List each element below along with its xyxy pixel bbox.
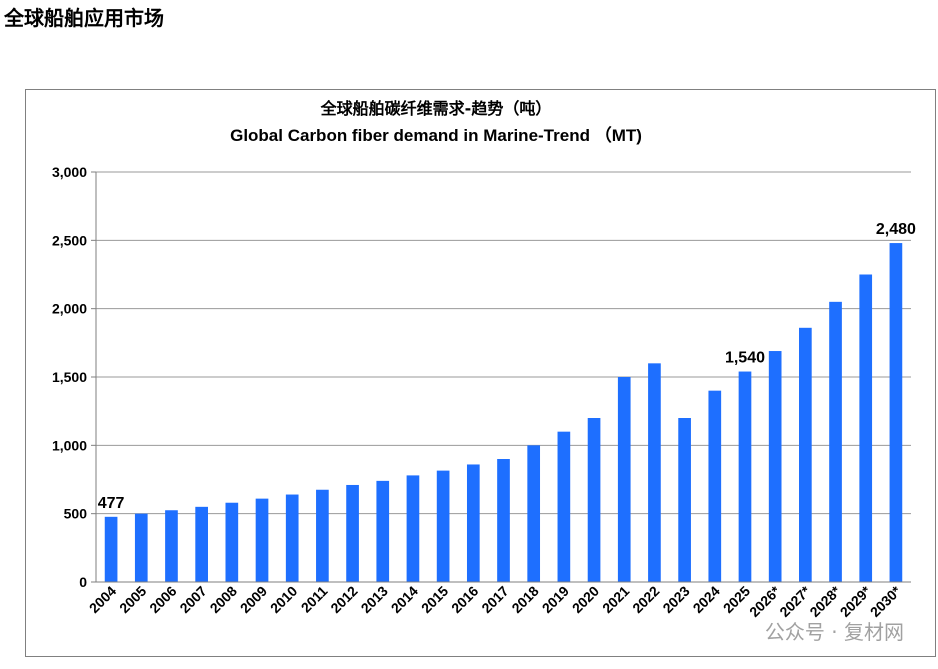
x-tick-label: 2021: [599, 583, 632, 616]
bar-2008: [225, 502, 239, 582]
bar-2014: [406, 475, 420, 582]
chart-frame: 全球船舶碳纤维需求-趋势（吨） Global Carbon fiber dema…: [25, 89, 936, 657]
x-tick-label: 2012: [327, 583, 360, 616]
x-tick-label: 2030*: [867, 582, 905, 620]
bar-2024: [708, 390, 722, 582]
bar-2021: [617, 377, 631, 582]
bar-2016: [466, 464, 480, 582]
bar-2028-forecast: [829, 301, 842, 582]
data-label: 2,480: [876, 221, 916, 238]
watermark-text: 公众号 · 复材网: [764, 620, 904, 644]
bar-2015: [436, 470, 450, 582]
x-tick-label: 2028*: [806, 582, 844, 620]
x-tick-label: 2027*: [776, 582, 814, 620]
y-tick-label: 0: [79, 574, 87, 590]
x-tick-label: 2020: [569, 583, 602, 616]
bar-2017: [497, 459, 510, 582]
x-tick-label: 2014: [388, 583, 421, 616]
bar-2019: [557, 431, 571, 582]
x-tick-label: 2019: [539, 583, 572, 616]
x-tick-label: 2029*: [837, 582, 875, 620]
x-tick-label: 2017: [478, 583, 511, 616]
bar-2030-forecast: [889, 243, 903, 583]
x-tick-label: 2010: [267, 583, 300, 616]
x-tick-label: 2023: [659, 583, 692, 616]
x-tick-label: 2016: [448, 583, 481, 616]
x-tick-label: 2018: [508, 583, 541, 616]
x-tick-label: 2026*: [746, 582, 784, 620]
bar-2004: [104, 516, 118, 582]
y-tick-label: 500: [64, 506, 88, 522]
bar-2022: [648, 363, 661, 582]
bar-2012: [346, 484, 359, 582]
bar-2025: [738, 371, 752, 582]
bar-2020: [587, 418, 601, 582]
data-label: 477: [98, 495, 125, 512]
x-tick-label: 2008: [207, 583, 240, 616]
x-tick-label: 2004: [86, 583, 119, 616]
x-tick-label: 2005: [116, 583, 149, 616]
x-axis-ticks: 2004200520062007200820092010201120122013…: [86, 582, 905, 620]
data-label: 1,540: [725, 350, 765, 367]
x-tick-label: 2015: [418, 583, 451, 616]
bar-2007: [195, 506, 208, 582]
x-tick-label: 2024: [690, 583, 723, 616]
x-tick-label: 2007: [176, 583, 209, 616]
bar-2010: [285, 494, 299, 582]
bar-2027-forecast: [799, 327, 812, 582]
bar-chart: 全球船舶碳纤维需求-趋势（吨） Global Carbon fiber dema…: [52, 99, 916, 620]
chart-subtitle: Global Carbon fiber demand in Marine-Tre…: [230, 125, 642, 145]
y-tick-label: 3,000: [52, 164, 87, 180]
y-tick-label: 1,500: [52, 369, 87, 385]
y-tick-label: 1,000: [52, 437, 87, 453]
bar-2029-forecast: [859, 274, 873, 582]
bar-2006: [165, 510, 178, 582]
y-tick-label: 2,500: [52, 232, 87, 248]
y-tick-label: 2,000: [52, 301, 87, 317]
data-labels: 477 1,540 2,480: [98, 221, 916, 512]
bar-2023: [678, 418, 691, 582]
page-title: 全球船舶应用市场: [4, 6, 164, 30]
x-tick-label: 2009: [237, 583, 270, 616]
y-axis-ticks: 0 500 1,000 1,500 2,000 2,500 3,000: [52, 164, 96, 590]
x-tick-label: 2022: [629, 583, 662, 616]
x-tick-label: 2006: [146, 583, 179, 616]
bar-2013: [376, 480, 390, 582]
bar-2011: [316, 489, 329, 582]
bar-2018: [527, 445, 541, 582]
bar-series: [104, 243, 903, 583]
x-tick-label: 2013: [358, 583, 391, 616]
bar-2009: [255, 498, 269, 582]
x-tick-label: 2011: [298, 583, 331, 616]
chart-title: 全球船舶碳纤维需求-趋势（吨）: [320, 99, 552, 118]
bar-2026-forecast: [768, 351, 782, 582]
bar-2005: [134, 513, 148, 582]
